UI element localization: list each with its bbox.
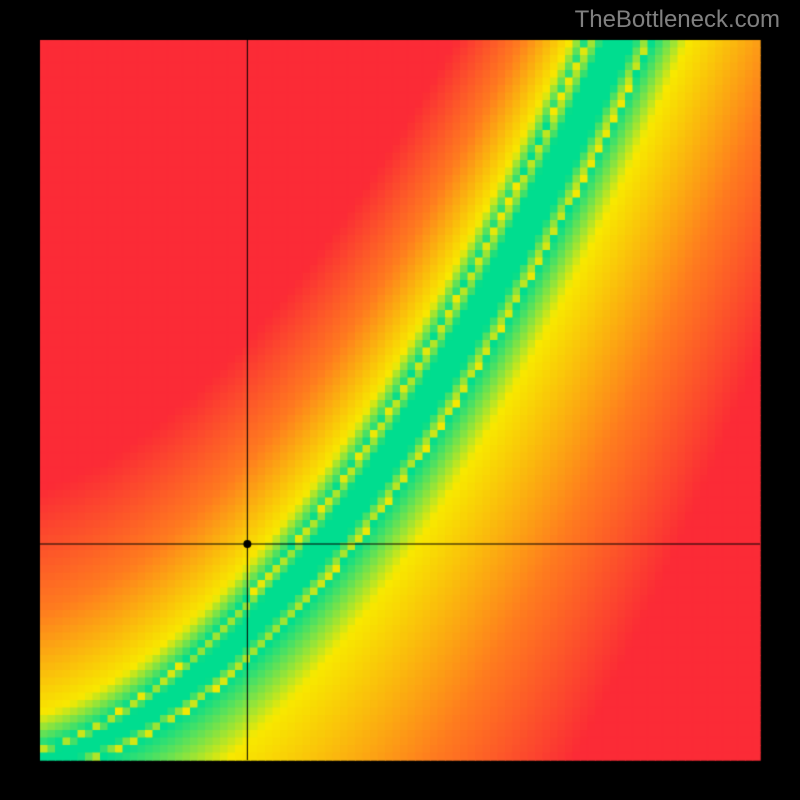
chart-container: { "watermark": "TheBottleneck.com", "can… <box>0 0 800 800</box>
bottleneck-heatmap <box>0 0 800 800</box>
watermark-label: TheBottleneck.com <box>575 6 780 34</box>
